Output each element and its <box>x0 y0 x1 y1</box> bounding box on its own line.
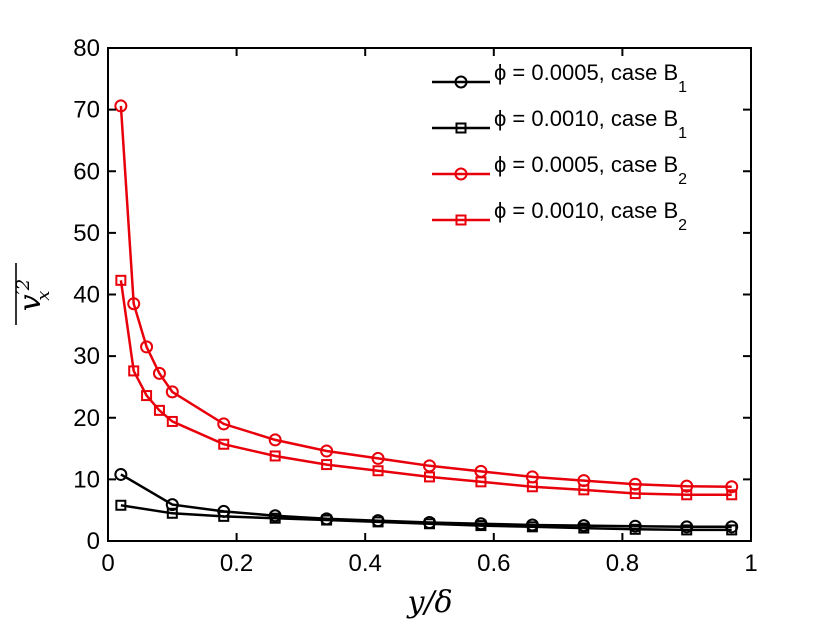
data-point <box>681 489 693 501</box>
data-point <box>115 499 127 511</box>
data-point <box>127 297 141 311</box>
x-tick-label: 0.4 <box>349 550 382 577</box>
data-point <box>725 480 739 494</box>
data-point <box>114 99 128 113</box>
legend-label-subscript: 2 <box>678 217 687 234</box>
series-line <box>120 504 732 532</box>
data-point <box>578 522 590 534</box>
data-point <box>680 479 694 493</box>
y-tick-label: 20 <box>73 405 100 432</box>
data-point <box>140 340 154 354</box>
data-point <box>269 450 281 462</box>
svg-text:v′2x: v′2x <box>13 279 54 312</box>
data-point <box>165 498 179 512</box>
legend-marker <box>454 167 468 181</box>
y-axis-label-subscript: x <box>33 291 54 301</box>
data-point <box>475 476 487 488</box>
data-point <box>726 524 738 536</box>
legend-marker <box>454 75 468 89</box>
data-point <box>217 417 231 431</box>
x-tick-label: 0.6 <box>477 550 510 577</box>
data-point <box>372 516 384 528</box>
data-point <box>153 404 165 416</box>
data-point <box>141 390 153 402</box>
data-point <box>269 512 281 524</box>
data-point <box>128 365 140 377</box>
y-axis-label-superscript: ′2 <box>13 279 34 295</box>
series-4 <box>115 274 738 501</box>
series-3 <box>114 99 739 494</box>
x-axis-label: y/δ <box>405 585 452 620</box>
y-tick-label: 70 <box>73 97 100 124</box>
data-point <box>372 465 384 477</box>
data-point <box>578 484 590 496</box>
y-axis-label-base: v <box>13 294 48 311</box>
legend-marker <box>455 122 467 134</box>
y-tick-label: 0 <box>87 528 100 555</box>
series-2 <box>115 499 738 536</box>
legend-label-subscript: 2 <box>678 171 687 188</box>
data-point <box>115 274 127 286</box>
data-point <box>321 459 333 471</box>
data-point <box>526 481 538 493</box>
y-tick-label: 30 <box>73 343 100 370</box>
data-point <box>629 488 641 500</box>
data-point <box>114 467 128 481</box>
legend-marker <box>455 214 467 226</box>
data-point <box>681 524 693 536</box>
x-tick-label: 0.8 <box>606 550 639 577</box>
data-point <box>424 518 435 530</box>
data-point <box>152 366 166 380</box>
series-line <box>119 105 732 489</box>
y-axis-label: v′2x <box>13 263 54 325</box>
data-point <box>166 415 178 427</box>
data-point <box>321 514 333 526</box>
y-tick-label: 50 <box>73 220 100 247</box>
data-point <box>166 507 178 519</box>
data-point <box>218 438 230 450</box>
data-point <box>423 459 436 473</box>
y-tick-label: 40 <box>73 282 100 309</box>
legend-label-subscript: 1 <box>678 125 687 142</box>
x-tick-label: 0.2 <box>220 550 253 577</box>
data-point <box>165 385 179 399</box>
series-line <box>119 280 732 497</box>
y-tick-label: 60 <box>73 158 100 185</box>
y-tick-label: 80 <box>73 35 100 62</box>
data-point <box>424 471 435 483</box>
data-point <box>726 489 738 501</box>
data-point <box>526 521 538 533</box>
series-layer <box>114 99 739 536</box>
x-tick-label: 1 <box>744 550 757 577</box>
data-point <box>320 444 334 458</box>
data-point <box>268 433 282 447</box>
legend-label-subscript: 1 <box>678 79 687 96</box>
y-tick-label: 10 <box>73 466 100 493</box>
data-point <box>475 520 487 532</box>
data-point <box>371 451 385 465</box>
data-point <box>629 523 641 535</box>
x-tick-label: 0 <box>101 550 114 577</box>
data-point <box>218 510 230 522</box>
